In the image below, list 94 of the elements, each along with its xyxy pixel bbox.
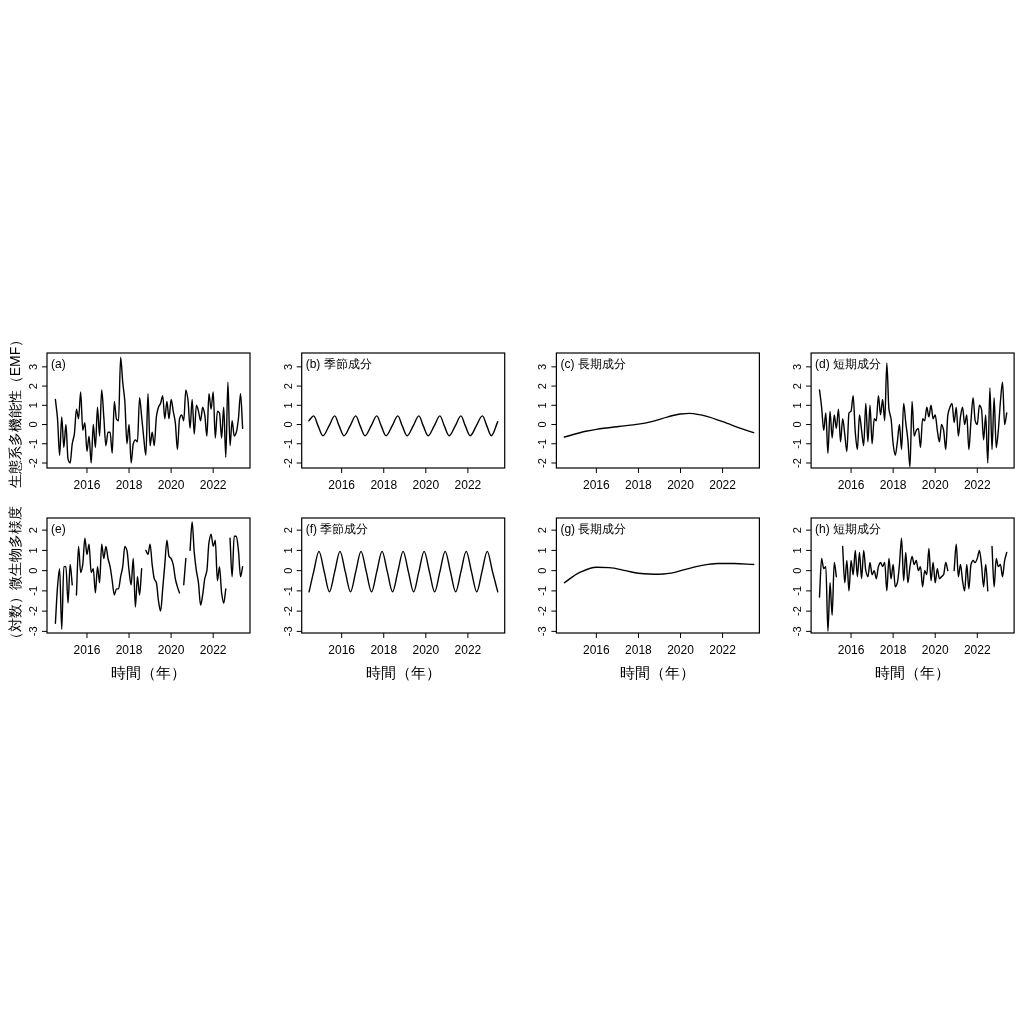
y-axis-title: 生態系多機能性（EMF） (7, 332, 23, 489)
x-tick-label: 2016 (73, 643, 101, 657)
y-tick-label: 1 (536, 402, 549, 409)
chart-title: (b) 季節成分 (305, 357, 372, 371)
x-tick-label: 2016 (837, 478, 865, 492)
x-tick-label: 2018 (625, 478, 653, 492)
x-tick-label: 2020 (921, 643, 949, 657)
y-tick-label: -3 (791, 626, 804, 637)
x-tick-label: 2018 (115, 478, 143, 492)
y-tick-label: 3 (281, 363, 294, 370)
x-tick-label: 2018 (370, 478, 398, 492)
x-tick-label: 2018 (879, 478, 907, 492)
x-tick-label: 2020 (157, 478, 185, 492)
y-tick-label: 1 (281, 402, 294, 409)
x-axis-title: 時間（年） (620, 664, 696, 681)
x-tick-label: 2020 (157, 643, 185, 657)
x-tick-label: 2016 (328, 643, 356, 657)
y-tick-label: 1 (791, 402, 804, 409)
y-tick-label: -1 (281, 438, 294, 449)
y-tick-label: -3 (281, 626, 294, 637)
y-tick-label: -2 (281, 606, 294, 617)
y-tick-label: 2 (27, 383, 39, 390)
x-tick-label: 2022 (963, 643, 991, 657)
chart-title: (h) 短期成分 (815, 522, 882, 536)
x-tick-label: 2022 (199, 478, 227, 492)
x-tick-label: 2018 (879, 643, 907, 657)
x-tick-label: 2018 (625, 643, 653, 657)
y-tick-label: -2 (27, 458, 39, 468)
y-tick-label: 1 (281, 547, 294, 554)
y-tick-label: -3 (536, 626, 549, 637)
x-tick-label: 2022 (454, 643, 482, 657)
y-tick-label: 0 (27, 567, 39, 574)
y-tick-label: 0 (281, 567, 294, 574)
y-tick-label: -2 (536, 458, 549, 468)
chart-title: (a) (51, 357, 66, 371)
y-tick-label: 2 (27, 527, 39, 534)
x-tick-label: 2016 (328, 478, 356, 492)
x-tick-label: 2016 (837, 643, 865, 657)
y-tick-label: -2 (791, 458, 804, 468)
y-tick-label: 2 (281, 527, 294, 534)
y-tick-label: -3 (27, 626, 39, 637)
x-tick-label: 2020 (667, 643, 695, 657)
y-tick-label: -1 (27, 438, 39, 449)
y-tick-label: 1 (536, 547, 549, 554)
x-tick-label: 2016 (583, 643, 611, 657)
y-tick-label: 2 (281, 383, 294, 390)
y-tick-label: -1 (27, 586, 39, 596)
y-tick-label: 3 (791, 363, 804, 370)
x-tick-label: 2020 (921, 478, 949, 492)
x-axis-title: 時間（年） (365, 664, 441, 681)
y-tick-label: 2 (536, 383, 549, 390)
y-tick-label: 0 (27, 421, 39, 428)
x-tick-label: 2022 (199, 643, 227, 657)
chart-title: (f) 季節成分 (305, 522, 369, 536)
x-axis-title: 時間（年） (875, 664, 951, 681)
y-tick-label: -2 (536, 606, 549, 617)
y-tick-label: -1 (536, 438, 549, 449)
x-tick-label: 2018 (370, 643, 398, 657)
y-tick-label: 1 (791, 547, 804, 554)
y-axis-title: （対数）微生物多様度 (7, 505, 23, 646)
chart-title: (c) 長期成分 (560, 357, 626, 371)
y-tick-label: 2 (536, 527, 549, 534)
x-tick-label: 2022 (709, 478, 737, 492)
y-tick-label: -1 (281, 586, 294, 596)
y-tick-label: 0 (791, 567, 804, 574)
y-tick-label: -2 (281, 458, 294, 468)
y-tick-label: 0 (536, 421, 549, 428)
x-tick-label: 2020 (667, 478, 695, 492)
x-tick-label: 2020 (412, 478, 440, 492)
x-tick-label: 2016 (583, 478, 611, 492)
y-tick-label: 2 (791, 527, 804, 534)
y-tick-label: 0 (536, 567, 549, 574)
y-tick-label: -2 (27, 606, 39, 617)
x-tick-label: 2022 (454, 478, 482, 492)
y-tick-label: 3 (27, 363, 39, 370)
y-tick-label: -2 (791, 606, 804, 617)
x-tick-label: 2022 (709, 643, 737, 657)
y-tick-label: 0 (791, 421, 804, 428)
chart-title: (d) 短期成分 (815, 357, 882, 371)
y-tick-label: 3 (536, 363, 549, 370)
x-tick-label: 2020 (412, 643, 440, 657)
y-tick-label: 1 (27, 402, 39, 409)
x-tick-label: 2016 (73, 478, 101, 492)
chart-title: (e) (51, 522, 66, 536)
chart-title: (g) 長期成分 (560, 522, 627, 536)
x-axis-title: 時間（年） (111, 664, 186, 681)
x-tick-label: 2022 (963, 478, 991, 492)
x-tick-label: 2018 (115, 643, 143, 657)
y-tick-label: -1 (791, 586, 804, 596)
y-tick-label: 2 (791, 383, 804, 390)
y-tick-label: 0 (281, 421, 294, 428)
y-tick-label: 1 (27, 547, 39, 554)
y-tick-label: -1 (791, 438, 804, 449)
y-tick-label: -1 (536, 586, 549, 596)
